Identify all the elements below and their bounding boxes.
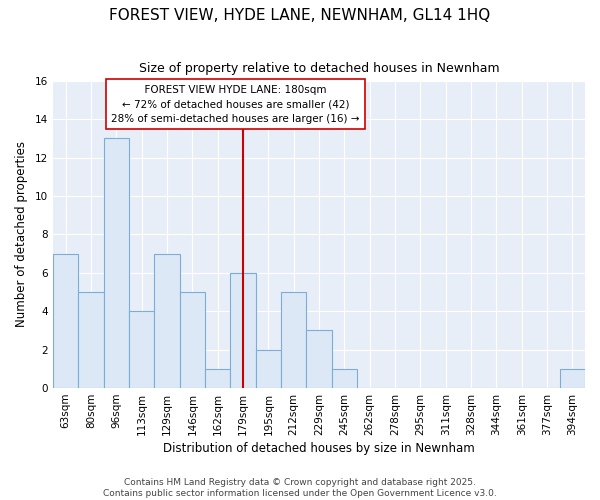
Bar [79, 292, 104, 388]
Bar [154, 254, 180, 388]
Text: FOREST VIEW, HYDE LANE, NEWNHAM, GL14 1HQ: FOREST VIEW, HYDE LANE, NEWNHAM, GL14 1H… [109, 8, 491, 22]
Bar [104, 138, 129, 388]
Bar [256, 350, 281, 388]
Bar [560, 369, 585, 388]
Bar [205, 369, 230, 388]
Bar [281, 292, 307, 388]
Bar [180, 292, 205, 388]
Bar [53, 254, 79, 388]
Bar [332, 369, 357, 388]
Text: Contains HM Land Registry data © Crown copyright and database right 2025.
Contai: Contains HM Land Registry data © Crown c… [103, 478, 497, 498]
Text: FOREST VIEW HYDE LANE: 180sqm  
← 72% of detached houses are smaller (42)
28% of: FOREST VIEW HYDE LANE: 180sqm ← 72% of d… [111, 84, 359, 124]
Title: Size of property relative to detached houses in Newnham: Size of property relative to detached ho… [139, 62, 499, 76]
Bar [129, 312, 154, 388]
X-axis label: Distribution of detached houses by size in Newnham: Distribution of detached houses by size … [163, 442, 475, 455]
Bar [307, 330, 332, 388]
Bar [230, 273, 256, 388]
Y-axis label: Number of detached properties: Number of detached properties [15, 142, 28, 328]
